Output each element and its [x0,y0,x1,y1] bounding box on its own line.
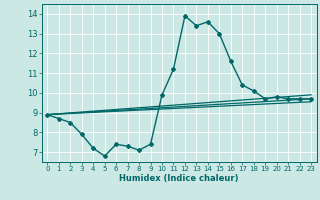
X-axis label: Humidex (Indice chaleur): Humidex (Indice chaleur) [119,174,239,183]
